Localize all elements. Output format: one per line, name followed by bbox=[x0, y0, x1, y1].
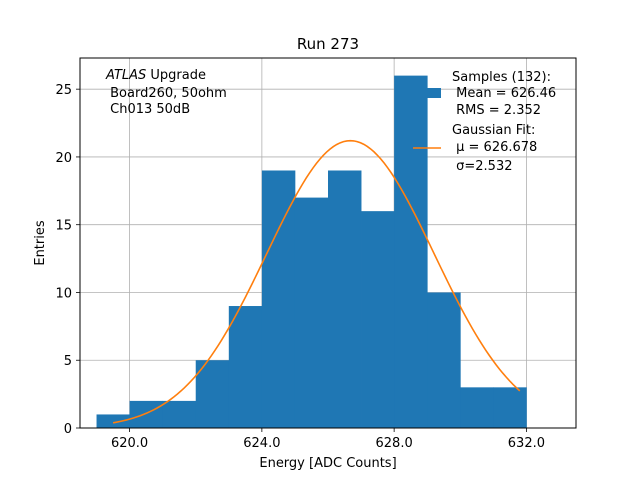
histogram-bar bbox=[129, 400, 164, 428]
legend-fit-line-2: μ = 626.678 bbox=[452, 140, 537, 155]
y-axis: 0 5 10 15 20 25 bbox=[55, 83, 80, 437]
y-tick-label: 0 bbox=[64, 422, 72, 437]
legend-fit-line-1: Gaussian Fit: bbox=[452, 123, 535, 138]
y-tick-label: 5 bbox=[64, 354, 72, 369]
histogram-bar bbox=[162, 400, 197, 428]
histogram-bar bbox=[394, 75, 428, 428]
x-tick-label: 624.0 bbox=[243, 436, 280, 451]
gaussian-fit bbox=[112, 139, 521, 424]
histogram-bar bbox=[493, 387, 527, 428]
annotation-rest: Upgrade bbox=[146, 68, 206, 83]
histogram-bar bbox=[294, 197, 329, 428]
x-tick-label: 620.0 bbox=[111, 436, 148, 451]
x-tick-label: 632.0 bbox=[508, 436, 545, 451]
histogram-bars bbox=[96, 75, 527, 428]
y-tick-label: 15 bbox=[55, 219, 72, 234]
legend-samples-swatch bbox=[413, 88, 441, 98]
x-axis: 620.0 624.0 628.0 632.0 bbox=[111, 428, 545, 451]
plot-frame bbox=[79, 57, 577, 429]
histogram-bar bbox=[261, 170, 296, 428]
histogram-bar bbox=[328, 170, 362, 428]
histogram-bar bbox=[460, 387, 494, 428]
histogram-bar bbox=[361, 211, 395, 428]
histogram-bar bbox=[228, 306, 263, 428]
x-axis-title: Energy [ADC Counts] bbox=[259, 456, 396, 471]
annotation-italic-word: ATLAS bbox=[105, 68, 146, 83]
legend: Samples (132): Mean = 626.46 RMS = 2.352… bbox=[413, 70, 556, 174]
histogram-bar bbox=[96, 414, 130, 428]
histogram-bar bbox=[427, 292, 461, 428]
fit-curve bbox=[112, 139, 521, 424]
annotation-line-2: Board260, 50ohm bbox=[106, 86, 227, 101]
chart-title: Run 273 bbox=[297, 35, 359, 53]
x-tick-label: 628.0 bbox=[376, 436, 413, 451]
y-tick-label: 10 bbox=[55, 286, 72, 301]
legend-samples-line-2: Mean = 626.46 bbox=[452, 86, 556, 101]
legend-fit-line-3: σ=2.532 bbox=[452, 159, 512, 174]
y-tick-label: 20 bbox=[55, 151, 72, 166]
annotation-box: ATLAS Upgrade Board260, 50ohm Ch013 50dB bbox=[105, 68, 227, 117]
annotation-line-3: Ch013 50dB bbox=[106, 102, 190, 117]
y-tick-label: 25 bbox=[55, 83, 72, 98]
legend-samples-line-1: Samples (132): bbox=[452, 70, 551, 85]
y-axis-title: Entries bbox=[33, 220, 48, 266]
legend-samples-line-3: RMS = 2.352 bbox=[452, 103, 541, 118]
histogram-bar bbox=[195, 360, 230, 428]
annotation-line-1: ATLAS Upgrade bbox=[105, 68, 206, 83]
